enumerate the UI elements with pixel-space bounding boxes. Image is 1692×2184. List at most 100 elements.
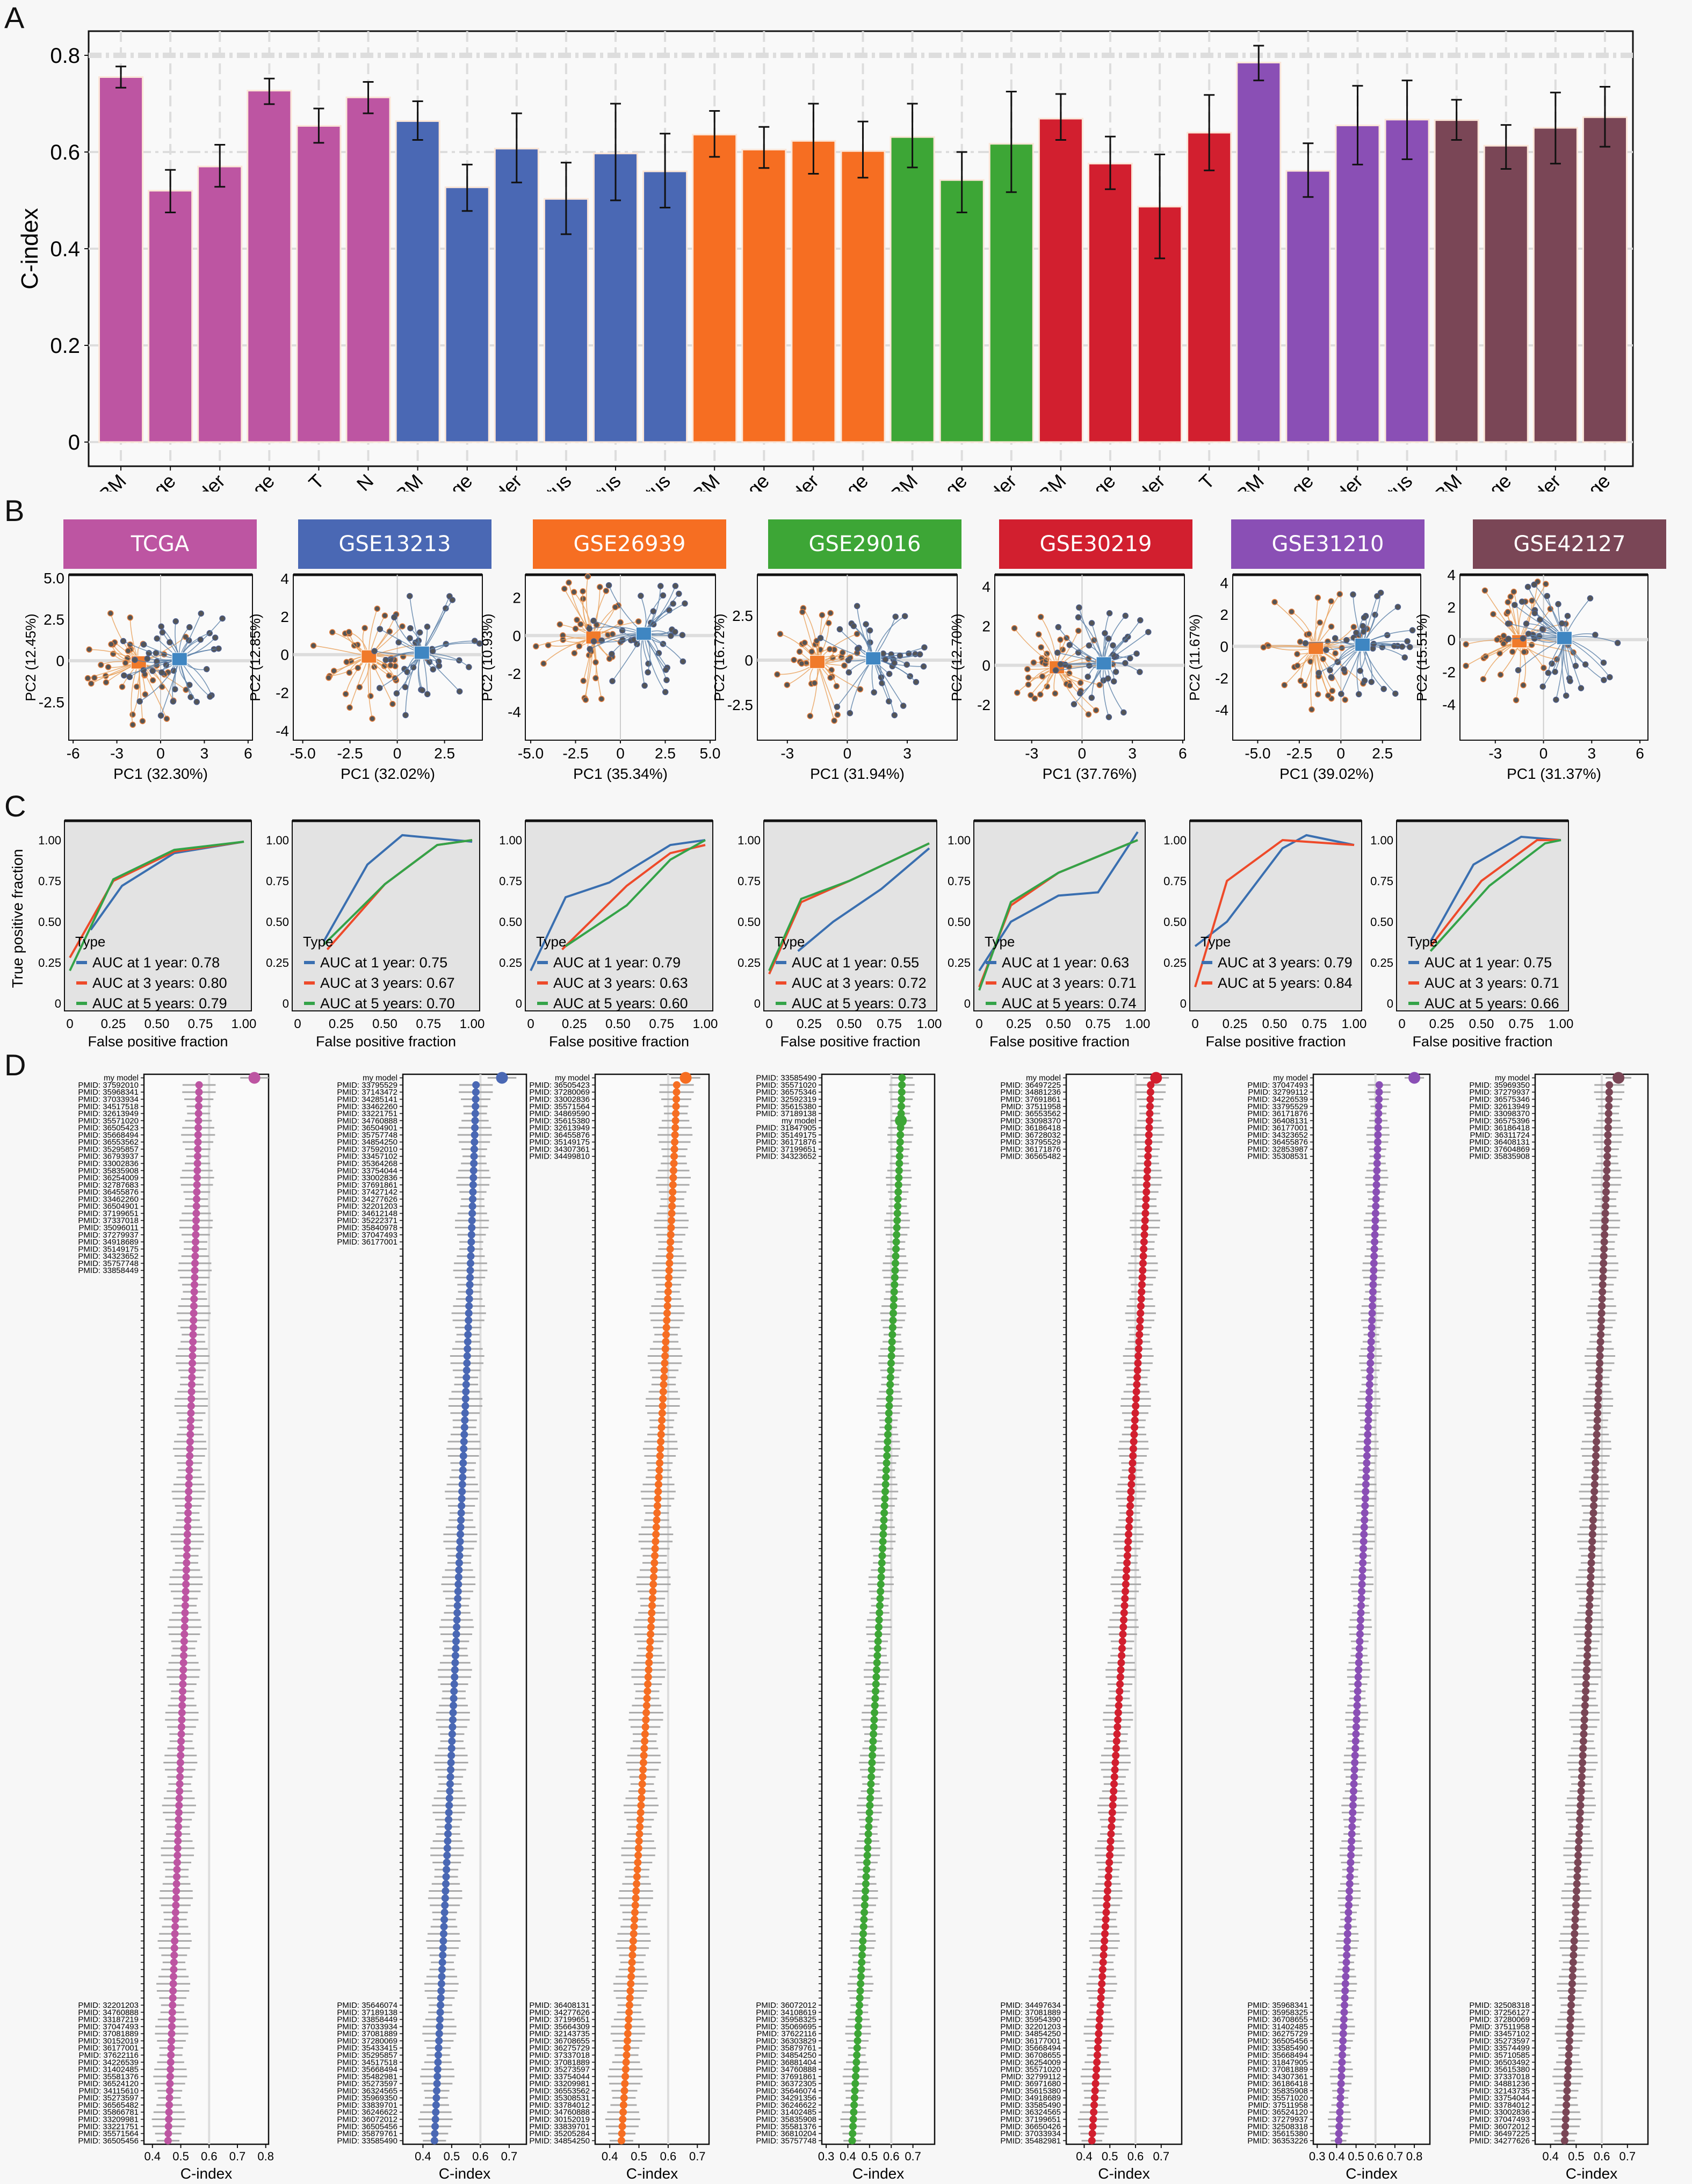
forest-point: [1123, 1559, 1131, 1567]
forest-point: [1142, 1195, 1150, 1203]
forest-row-label: PMID: 34115610: [79, 2086, 139, 2095]
forest-row-label: PMID: 37047493: [78, 2022, 139, 2031]
bar: [692, 134, 737, 443]
pca-sample-point: [1409, 627, 1416, 634]
pca-sample-point: [574, 617, 580, 623]
roc-curve: [1194, 834, 1355, 948]
forest-point: [470, 1145, 478, 1153]
pca-sample-point: [1039, 673, 1046, 680]
roc-x-tick-label: 0.75: [188, 1017, 213, 1031]
forest-point: [430, 2137, 438, 2145]
forest-point: [164, 2137, 172, 2145]
forest-point: [444, 1830, 452, 1838]
forest-point: [178, 1716, 186, 1724]
bar: [1335, 125, 1380, 443]
cohort-header-gse31210: GSE31210: [1231, 519, 1425, 569]
pca-sample-point: [836, 626, 843, 633]
pca-x-label: PC1 (31.37%): [1507, 765, 1601, 782]
roc-y-tick-label: 0.25: [1370, 956, 1393, 970]
forest-point: [1113, 1730, 1121, 1738]
roc-y-tick-label: 0.50: [948, 915, 971, 929]
pca-centroid: [171, 652, 187, 666]
pca-sample-point: [672, 628, 678, 635]
roc-x-tick-label: 0.75: [1509, 1017, 1534, 1031]
pca-sample-point: [1014, 689, 1021, 696]
forest-point: [191, 1274, 199, 1282]
forest-row-label: PMID: 32787683: [78, 1181, 139, 1190]
forest-point: [870, 1716, 878, 1724]
pca-sample-point: [1035, 631, 1042, 638]
pca-centroid: [1355, 638, 1371, 652]
pca-sample-point: [1463, 662, 1469, 669]
pca-sample-point: [142, 691, 149, 698]
pca-sample-point: [1260, 644, 1267, 650]
pca-sample-point: [391, 614, 397, 621]
roc-y-tick-label: 0.75: [1163, 874, 1187, 888]
pca-sample-point: [617, 619, 624, 626]
forest-point: [1139, 1267, 1147, 1275]
forest-x-tick-label: 0.3: [818, 2150, 835, 2163]
forest-point: [449, 1716, 457, 1724]
roc-plot-area: [1189, 820, 1362, 1011]
pca-y-tick-label: -4: [276, 722, 289, 739]
roc-x-tick-label: 0.75: [1086, 1017, 1111, 1031]
roc-x-label: False positive fraction: [1205, 1033, 1346, 1047]
forest-point: [631, 1908, 639, 1917]
pca-sample-point: [670, 601, 676, 607]
roc-curve: [1429, 839, 1561, 952]
forest-point: [1117, 1666, 1125, 1674]
pca-sample-point: [605, 582, 612, 589]
forest-row-label: PMID: 33002836: [78, 1159, 139, 1168]
forest-point: [173, 1844, 182, 1852]
forest-point: [1145, 1131, 1153, 1139]
forest-row-label: PMID: 35581376: [756, 2122, 816, 2131]
pca-sample-point: [891, 712, 898, 719]
pca-sample-point: [1317, 619, 1324, 626]
pca-sample-point: [1297, 639, 1304, 645]
forest-row-label: PMID: 37143472: [337, 1088, 397, 1097]
forest-point: [657, 1423, 666, 1431]
forest-point: [1146, 1095, 1154, 1103]
pca-sample-point: [592, 659, 599, 666]
roc-legend-label: AUC at 3 years: 0.63: [553, 975, 688, 991]
forest-row-label: PMID: 33795529: [1000, 1138, 1061, 1147]
pca-sample-point: [827, 610, 834, 617]
pca-sample-point: [1336, 591, 1343, 597]
pca-sample-point: [1011, 625, 1018, 632]
forest-row-label: my model: [1273, 1074, 1308, 1083]
pca-sample-point: [631, 637, 637, 643]
pca-sample-point: [903, 661, 910, 668]
forest-point: [455, 1559, 463, 1567]
pca-y-tick-label: 2.5: [44, 611, 64, 628]
forest-row-label: PMID: 36793937: [78, 1152, 139, 1161]
pca-sample-point: [1563, 692, 1570, 699]
forest-point: [194, 1138, 202, 1146]
forest-point: [662, 1330, 670, 1339]
forest-x-tick-label: 0.5: [172, 2150, 189, 2163]
pca-sample-point: [127, 614, 134, 621]
roc-x-tick-label: 0.25: [797, 1017, 822, 1031]
y-tick-label: 0.6: [50, 141, 80, 164]
forest-point: [453, 1602, 461, 1610]
pca-plot: -3 0 3 6 4 2 0 -2 -4 PC1 (31.37%) PC2 (15.51%): [1414, 569, 1648, 782]
roc-x-tick-label: 1.00: [1342, 1017, 1367, 1031]
forest-row-label: PMID: 34307361: [529, 1145, 590, 1154]
pca-sample-point: [1353, 630, 1360, 636]
forest-x-tick-label: 0.5: [862, 2150, 878, 2163]
pca-sample-point: [1531, 610, 1538, 617]
forest-row-label: PMID: 36408131: [1247, 1116, 1308, 1125]
pca-centroid: [1308, 641, 1324, 655]
forest-point: [174, 1830, 182, 1838]
roc-x-label: False positive fraction: [549, 1033, 689, 1047]
forest-point: [436, 2008, 444, 2016]
pca-sample-point: [540, 660, 547, 667]
pca-sample-point: [125, 648, 132, 654]
pca-plot: -5.0 -2.5 0 2.5 4 2 0 -2 -4 PC1 (39.02%) PC2 (11.6…: [1187, 573, 1421, 782]
pca-x-tick-label: 3: [1128, 745, 1137, 762]
bar: [247, 90, 292, 443]
bar: [1582, 116, 1628, 443]
forest-row-label: PMID: 36505423: [529, 1081, 590, 1090]
pca-sample-point: [84, 675, 91, 682]
forest-row-label: PMID: 36553562: [78, 1138, 139, 1147]
forest-point: [445, 1794, 453, 1802]
